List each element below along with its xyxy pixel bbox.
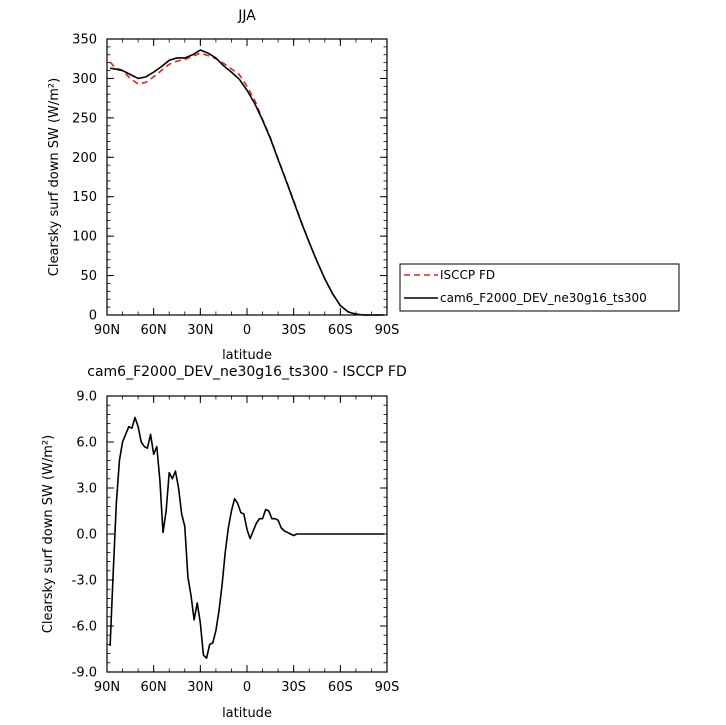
legend-label-cam6: cam6_F2000_DEV_ne30g16_ts300	[440, 291, 647, 305]
top-y-tick-labels: 0 50 100 150 200 250 300 350	[72, 33, 97, 324]
bottom-y-axis-label: Clearsky surf down SW (W/m²)	[41, 435, 56, 633]
top-x-tick-labels: 90N 60N 30N 0 30S 60S 90S	[94, 323, 400, 338]
top-x-tick-label: 30S	[281, 323, 306, 338]
top-y-tick-label: 150	[72, 190, 97, 205]
bottom-y-tick-label: 3.0	[76, 482, 97, 497]
top-y-tick-label: 100	[72, 230, 97, 245]
bottom-y-tick-label: -6.0	[72, 620, 97, 635]
bottom-chart-title: cam6_F2000_DEV_ne30g16_ts300 - ISCCP FD	[87, 364, 406, 380]
bottom-series-lines	[109, 416, 384, 660]
top-y-axis-label: Clearsky surf down SW (W/m²)	[47, 78, 62, 276]
bottom-y-tick-label: 0.0	[76, 528, 97, 543]
bottom-x-axis-label: latitude	[222, 706, 272, 721]
legend: ISCCP FD cam6_F2000_DEV_ne30g16_ts300	[399, 263, 680, 312]
top-chart-title: JJA	[237, 8, 256, 24]
legend-label-isccp: ISCCP FD	[440, 268, 495, 282]
bottom-y-tick-labels: -9.0 -6.0 -3.0 0.0 3.0 6.0 9.0	[72, 390, 97, 681]
bottom-x-tick-label: 90S	[375, 680, 400, 695]
top-x-tick-label: 30N	[187, 323, 213, 338]
top-y-tick-label: 200	[72, 151, 97, 166]
bottom-x-tick-label: 0	[243, 680, 251, 695]
bottom-x-tick-labels: 90N 60N 30N 0 30S 60S 90S	[94, 680, 400, 695]
bottom-panel: cam6_F2000_DEV_ne30g16_ts300 - ISCCP FD …	[41, 364, 407, 721]
top-x-tick-label: 90S	[375, 323, 400, 338]
top-series-lines	[109, 49, 384, 316]
top-x-tick-label: 60S	[328, 323, 353, 338]
top-x-axis-label: latitude	[222, 348, 272, 363]
bottom-y-tick-label: 9.0	[76, 390, 97, 405]
top-x-tick-label: 60N	[141, 323, 167, 338]
bottom-axis-ticks	[106, 395, 388, 673]
top-panel: JJA 90N 60N 30N 0 30S 60S 90S 0 50 100 150 200 250 3…	[47, 8, 399, 363]
top-x-tick-label: 90N	[94, 323, 120, 338]
bottom-x-tick-label: 30N	[187, 680, 213, 695]
bottom-y-tick-label: 6.0	[76, 436, 97, 451]
bottom-series-line-0	[109, 416, 384, 660]
bottom-x-tick-label: 60N	[141, 680, 167, 695]
top-x-tick-label: 0	[243, 323, 251, 338]
top-series-line-1	[109, 49, 384, 316]
top-y-tick-label: 0	[89, 309, 97, 324]
top-axis-ticks	[106, 38, 388, 316]
top-series-line-0	[109, 52, 384, 316]
bottom-y-tick-label: -9.0	[72, 666, 97, 681]
top-plot-frame	[106, 38, 388, 316]
bottom-y-tick-label: -3.0	[72, 574, 97, 589]
bottom-x-tick-label: 60S	[328, 680, 353, 695]
top-y-tick-label: 50	[80, 269, 97, 284]
legend-box	[399, 263, 680, 312]
bottom-x-tick-label: 90N	[94, 680, 120, 695]
top-y-tick-label: 350	[72, 33, 97, 48]
bottom-x-tick-label: 30S	[281, 680, 306, 695]
top-y-tick-label: 300	[72, 72, 97, 87]
top-y-tick-label: 250	[72, 111, 97, 126]
